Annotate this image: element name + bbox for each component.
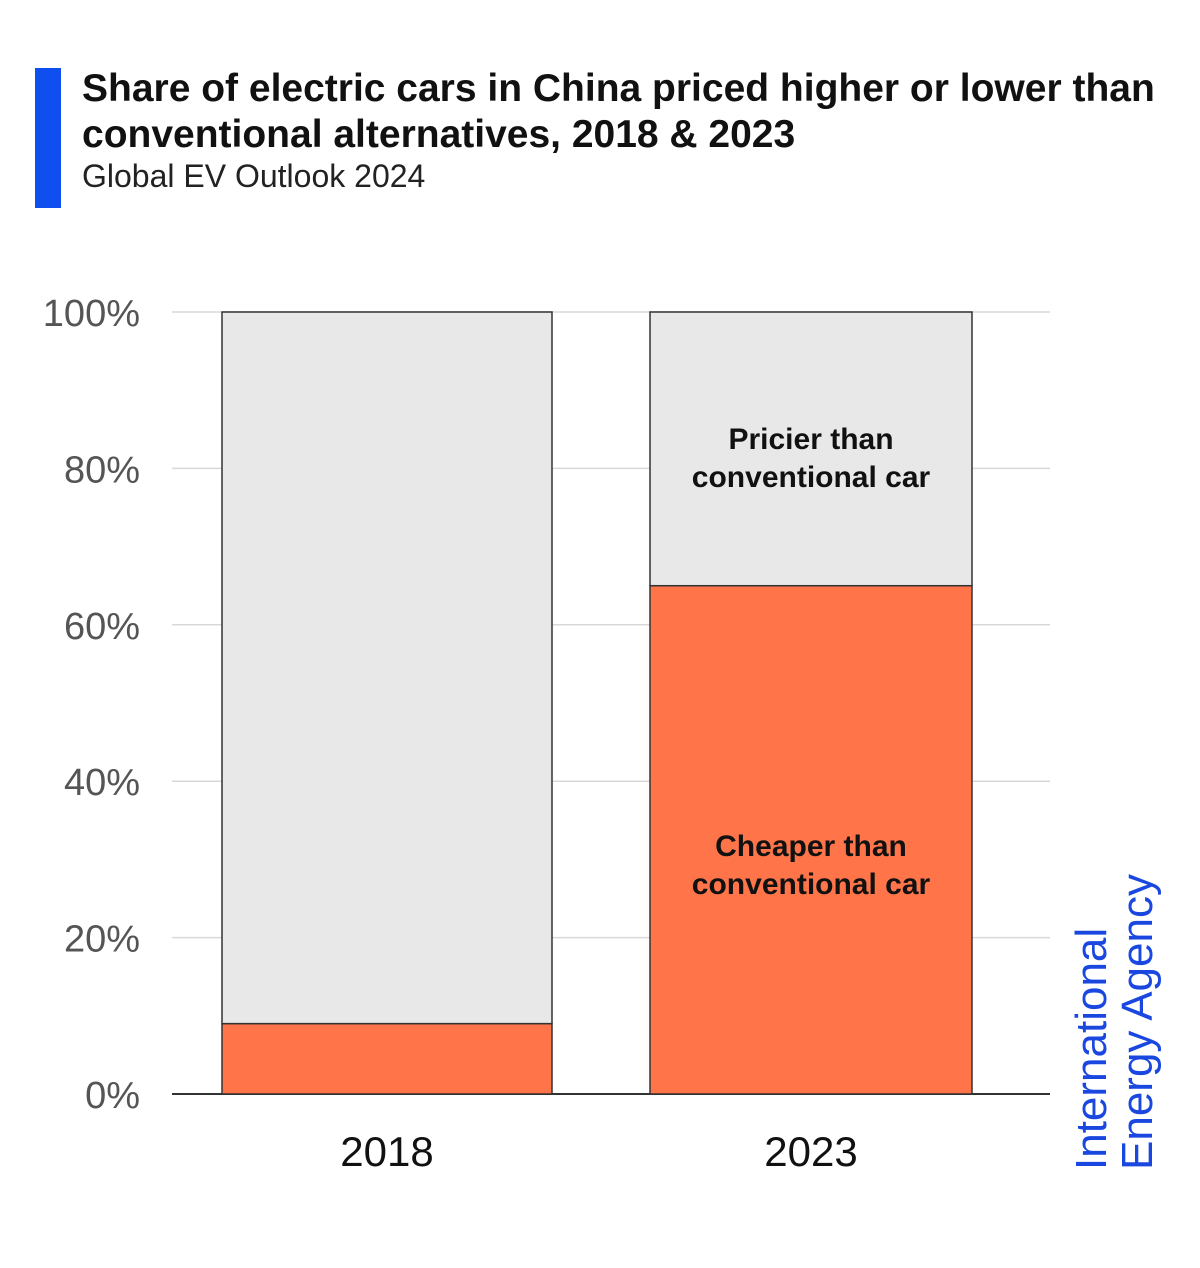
y-tick-label: 20% xyxy=(64,919,140,961)
title-accent-bar xyxy=(35,68,61,208)
series-label-pricier: Pricier than xyxy=(728,423,893,456)
chart-title: Share of electric cars in China priced h… xyxy=(82,67,1155,156)
bar-segment xyxy=(221,311,553,1025)
series-label-cheaper: conventional car xyxy=(692,868,931,901)
y-tick-label: 60% xyxy=(64,606,140,648)
y-tick-label: 0% xyxy=(85,1075,140,1117)
logo-text: Energy Agency xyxy=(1113,874,1162,1170)
x-tick-label: 2018 xyxy=(340,1128,433,1175)
bar-segment xyxy=(649,311,973,587)
series-label-cheaper: Cheaper than xyxy=(715,830,907,863)
y-tick-label: 40% xyxy=(64,762,140,804)
y-tick-label: 80% xyxy=(64,449,140,491)
chart-subtitle: Global EV Outlook 2024 xyxy=(82,158,426,194)
series-label-pricier: conventional car xyxy=(692,461,931,494)
logo-text: International xyxy=(1067,928,1116,1170)
bar-segment xyxy=(221,1022,553,1095)
x-tick-label: 2023 xyxy=(764,1128,857,1175)
bar-segment xyxy=(649,584,973,1095)
y-tick-label: 100% xyxy=(43,293,140,335)
